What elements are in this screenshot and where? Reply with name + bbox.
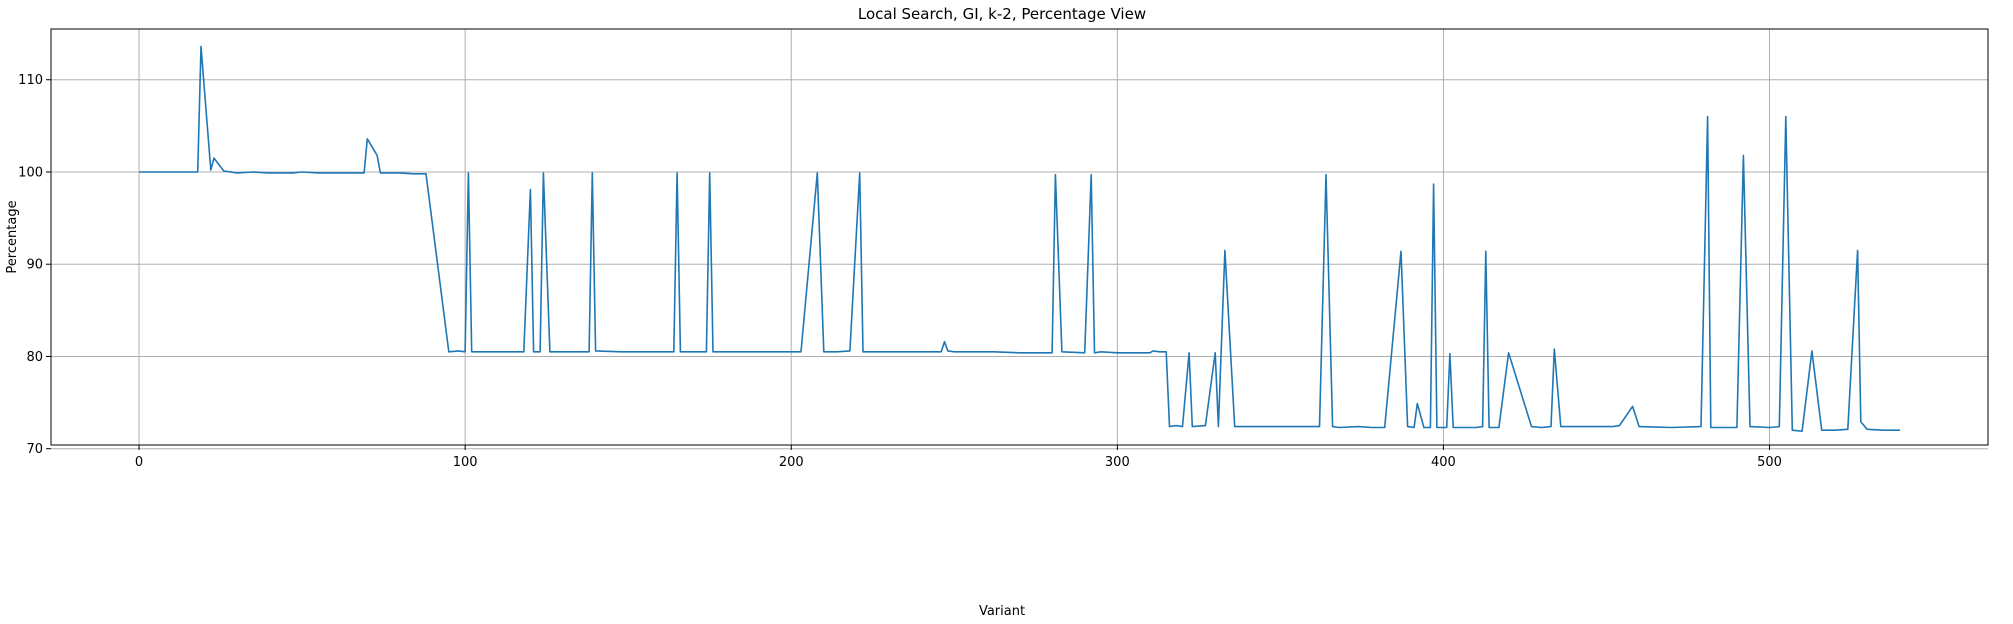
y-tick-label: 110 [18,73,43,88]
y-axis-ticks: 70 80 90 100 110 [18,73,51,457]
chart-title: Local Search, GI, k-2, Percentage View [858,5,1146,23]
x-axis-label: Variant [979,604,1025,619]
y-tick-label: 100 [18,165,43,180]
x-tick-label: 200 [779,455,804,470]
y-tick-label: 80 [26,350,43,365]
y-tick-label: 70 [26,442,43,457]
x-tick-label: 500 [1757,455,1782,470]
grid-lines [51,29,1988,450]
x-tick-label: 300 [1105,455,1130,470]
x-tick-label: 100 [453,455,478,470]
y-tick-label: 90 [26,258,43,273]
plot-frame [50,28,1989,446]
y-axis-label: Percentage [5,200,20,273]
x-axis-ticks: 0 100 200 300 400 500 [135,445,1782,470]
x-tick-label: 0 [135,455,143,470]
series-group [139,45,1900,432]
series-line [139,45,1900,432]
x-tick-label: 400 [1431,455,1456,470]
